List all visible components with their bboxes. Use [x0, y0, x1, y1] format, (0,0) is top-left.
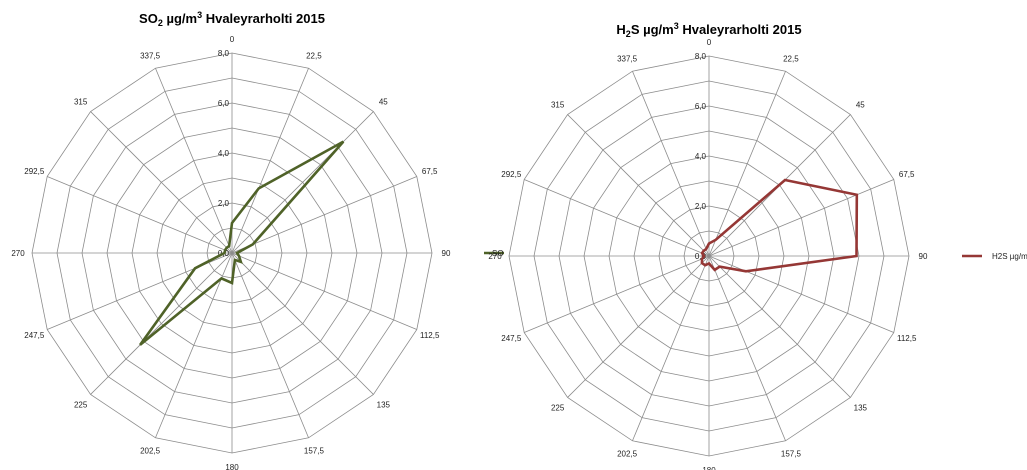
category-label: 0: [707, 38, 712, 47]
category-label: 90: [919, 252, 928, 261]
category-label: 315: [551, 101, 565, 110]
tick-label: 6,0: [695, 102, 707, 111]
grid-spoke: [632, 71, 710, 257]
category-label: 135: [854, 403, 868, 412]
grid-spoke: [47, 176, 233, 254]
tick-label: 4,0: [218, 149, 230, 158]
category-label: 112,5: [420, 331, 440, 340]
grid-spoke: [90, 252, 233, 395]
grid-spoke: [231, 111, 374, 254]
category-label: 225: [74, 400, 88, 409]
grid-spoke: [708, 71, 786, 257]
category-label: 225: [551, 403, 565, 412]
grid-spoke: [708, 179, 894, 257]
grid-spoke: [231, 176, 417, 254]
category-label: 90: [442, 249, 451, 258]
category-label: 157,5: [781, 450, 802, 459]
series-line: [139, 140, 345, 346]
category-label: 247,5: [501, 334, 522, 343]
category-label: 67,5: [422, 167, 438, 176]
category-label: 22,5: [306, 51, 322, 60]
category-label: 247,5: [24, 331, 45, 340]
legend-label: H2S µg/m3: [992, 252, 1027, 261]
chart-title: H2S µg/m3 Hvaleyrarholti 2015: [616, 21, 801, 39]
tick-label: 6,0: [218, 99, 230, 108]
category-label: 45: [856, 101, 865, 110]
grid-spoke: [632, 255, 710, 441]
category-label: 202,5: [140, 447, 161, 456]
grid-spoke: [567, 114, 710, 257]
category-label: 315: [74, 98, 88, 107]
category-label: 112,5: [897, 334, 917, 343]
grid-spoke: [155, 252, 233, 438]
legend-label: SO: [492, 249, 504, 258]
grid-spoke: [708, 255, 894, 333]
tick-label: 4,0: [695, 152, 707, 161]
h2s-radar-chart: H2S µg/m3 Hvaleyrarholti 2015 0 22,5 45 67,…: [488, 21, 1027, 470]
category-label: 292,5: [24, 167, 45, 176]
grid-spoke: [90, 111, 233, 254]
category-label: 337,5: [617, 54, 638, 63]
chart-title: SO2 µg/m3 Hvaleyrarholti 2015: [139, 10, 325, 28]
grid-spoke: [567, 255, 710, 398]
grid-spoke: [231, 252, 309, 438]
category-label: 292,5: [501, 170, 522, 179]
series-line: [700, 178, 859, 273]
category-label: 270: [11, 249, 25, 258]
category-label: 22,5: [783, 54, 799, 63]
tick-label: 2,0: [218, 199, 230, 208]
grid-spoke: [231, 252, 374, 395]
grid-spoke: [231, 252, 417, 330]
grid-spoke: [231, 68, 309, 254]
tick-label: 0,0: [695, 252, 707, 261]
category-label: 180: [702, 466, 716, 470]
category-label: 270: [488, 252, 502, 261]
grid-spoke: [708, 255, 851, 398]
category-label: 135: [377, 400, 391, 409]
category-label: 202,5: [617, 450, 638, 459]
category-label: 45: [379, 98, 388, 107]
grid-spoke: [708, 255, 786, 441]
category-label: 337,5: [140, 51, 161, 60]
tick-label: 2,0: [695, 202, 707, 211]
tick-label: 8,0: [218, 49, 230, 58]
grid-spoke: [524, 255, 710, 333]
so2-radar-chart: SO2 µg/m3 Hvaleyrarholti 2015 0 22,5 45 67,…: [11, 10, 504, 470]
category-label: 180: [225, 463, 239, 470]
grid-spoke: [524, 179, 710, 257]
category-label: 0: [230, 35, 235, 44]
category-label: 157,5: [304, 447, 325, 456]
category-label: 67,5: [899, 170, 915, 179]
grid-spoke: [155, 68, 233, 254]
tick-label: 8,0: [695, 52, 707, 61]
